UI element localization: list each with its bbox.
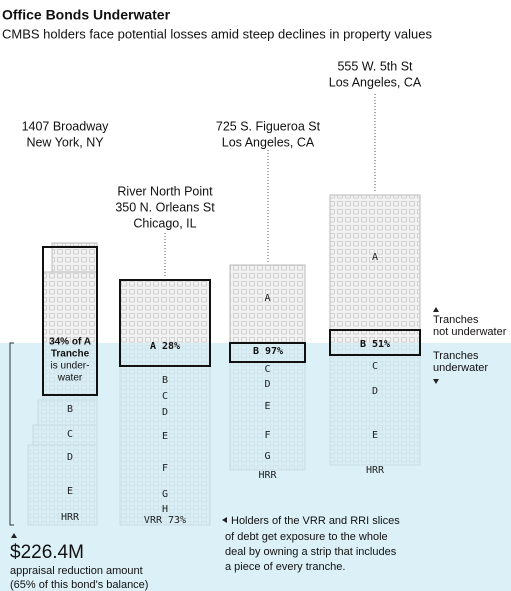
tranche: E (162, 431, 168, 442)
building-label: 350 N. Orleans St (115, 200, 215, 214)
bracket (9, 342, 14, 526)
tranche: B (162, 375, 168, 386)
tranche: A (372, 252, 378, 263)
tranche: G (264, 451, 270, 462)
building-label: Los Angeles, CA (222, 135, 315, 149)
tranche: G (162, 489, 168, 500)
building-label: River North Point (117, 184, 213, 198)
building-label: New York, NY (26, 135, 104, 149)
tranche: C (67, 429, 73, 440)
tranche: F (264, 430, 270, 441)
tranche: HRR (258, 470, 277, 481)
highlight-label: B 97% (253, 346, 283, 357)
tranche: D (67, 452, 73, 463)
callout-text: appraisal reduction amount (10, 565, 143, 577)
tranche: C (264, 364, 270, 375)
tranche: D (264, 379, 270, 390)
note: Tranches (433, 350, 479, 362)
highlight-box (119, 279, 211, 367)
tranche: VRR 73% (144, 515, 186, 526)
highlight-label: A 28% (150, 341, 180, 352)
tranche: HRR (366, 465, 385, 476)
note: not underwater (433, 326, 507, 338)
note: underwater (433, 362, 488, 374)
highlight-label: is under- (51, 361, 90, 372)
callout-text: (65% of this bond's balance) (10, 579, 148, 591)
highlight-box (329, 329, 421, 356)
highlight-label: 34% of A (49, 337, 91, 348)
highlight-label: water (57, 373, 83, 384)
tranche: D (162, 407, 168, 418)
note: deal by owning a strip that includes (225, 546, 397, 558)
water (0, 343, 511, 591)
note: Holders of the VRR and RRI slices (231, 515, 400, 527)
building-label: 555 W. 5th St (337, 59, 413, 73)
callout-amount: $226.4M (10, 542, 84, 563)
tranche: F (162, 463, 168, 474)
tranche: B (67, 404, 73, 415)
tranche: C (372, 361, 378, 372)
tranche: E (264, 401, 270, 412)
highlight-label: B 51% (360, 339, 390, 350)
building-label: Chicago, IL (133, 216, 196, 230)
highlight-box (229, 342, 306, 363)
note: Tranches (433, 314, 479, 326)
tranche: H (162, 504, 168, 515)
tranche: C (162, 391, 168, 402)
tranche: A (264, 293, 270, 304)
note: a piece of every tranche. (225, 561, 345, 573)
tranche: D (372, 386, 378, 397)
building-label: 725 S. Figueroa St (216, 119, 321, 133)
building-label: 1407 Broadway (22, 119, 110, 133)
highlight-box (42, 246, 98, 396)
tranche: E (372, 430, 378, 441)
tranche: HRR (61, 512, 80, 523)
title: Office Bonds Underwater (2, 7, 171, 23)
subtitle: CMBS holders face potential losses amid … (2, 26, 432, 41)
note: of debt get exposure to the whole (225, 531, 388, 543)
building-label: Los Angeles, CA (329, 75, 422, 89)
highlight-label: Tranche (51, 349, 90, 360)
tranche: E (67, 486, 73, 497)
